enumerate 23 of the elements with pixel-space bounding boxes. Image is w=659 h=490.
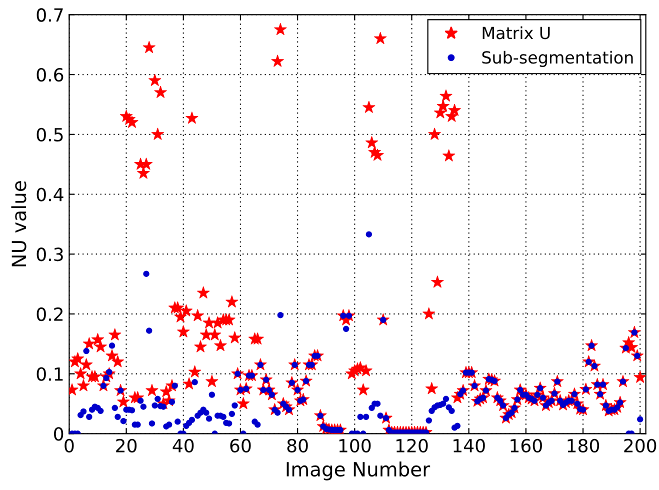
x-tick-label: 20 xyxy=(116,438,137,452)
y-tick-label: 0.3 xyxy=(36,248,63,262)
x-tick-label: 80 xyxy=(287,438,308,452)
x-tick-label: 0 xyxy=(64,438,74,452)
y-tick-label: 0.6 xyxy=(36,68,64,82)
x-tick-label: 120 xyxy=(396,438,428,452)
x-tick-label: 160 xyxy=(510,438,542,452)
x-tick-label: 140 xyxy=(454,438,485,452)
x-tick-label: 60 xyxy=(230,438,251,452)
y-tick-label: 0.7 xyxy=(36,8,63,22)
legend-label: Matrix U xyxy=(482,26,550,40)
y-tick-label: 0.5 xyxy=(36,128,63,142)
x-tick-label: 40 xyxy=(172,438,194,452)
y-tick-label: 0 xyxy=(54,427,64,441)
y-tick-label: 0.1 xyxy=(36,367,63,381)
x-tick-label: 100 xyxy=(339,438,371,452)
x-axis-title: Image Number xyxy=(286,462,430,480)
y-tick-label: 0.2 xyxy=(36,307,63,322)
y-axis-title: NU value xyxy=(11,181,26,266)
legend-label: Sub-segmentation xyxy=(482,50,633,67)
x-tick-label: 180 xyxy=(568,438,600,452)
y-tick-label: 0.4 xyxy=(36,188,64,202)
x-tick-label: 200 xyxy=(624,438,656,452)
